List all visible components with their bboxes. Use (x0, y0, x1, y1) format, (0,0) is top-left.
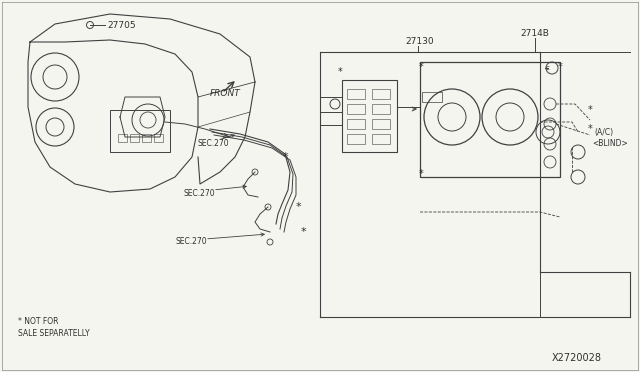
Text: c: c (546, 65, 550, 71)
Bar (347, 104, 365, 114)
Text: *: * (338, 67, 342, 77)
Bar (154, 134, 163, 142)
Bar (372, 104, 390, 114)
Text: *: * (588, 105, 593, 115)
Text: 27705: 27705 (107, 20, 136, 29)
Bar (420, 62, 560, 177)
Text: *: * (419, 169, 424, 179)
Bar (372, 134, 390, 144)
Text: *: * (282, 152, 288, 162)
Text: <BLIND>: <BLIND> (592, 138, 628, 148)
Bar (347, 134, 365, 144)
Text: *: * (300, 227, 306, 237)
Text: X2720028: X2720028 (552, 353, 602, 363)
Bar (142, 134, 151, 142)
Text: 2714B: 2714B (520, 29, 549, 38)
Bar (342, 80, 397, 152)
Text: *: * (557, 62, 563, 72)
Bar (422, 92, 442, 102)
Bar (372, 119, 390, 129)
Text: SEC.270: SEC.270 (175, 237, 207, 247)
Text: *: * (588, 124, 593, 134)
Text: 27130: 27130 (405, 38, 434, 46)
Text: FRONT: FRONT (210, 90, 241, 99)
Bar (118, 134, 127, 142)
Bar (130, 134, 139, 142)
Bar (372, 89, 390, 99)
Text: *: * (295, 202, 301, 212)
Text: *: * (419, 62, 424, 72)
Text: SEC.270: SEC.270 (183, 189, 214, 199)
Bar (347, 89, 365, 99)
Bar (347, 119, 365, 129)
Text: SEC.270: SEC.270 (197, 140, 228, 148)
Text: SALE SEPARATELLY: SALE SEPARATELLY (18, 330, 90, 339)
Text: (A/C): (A/C) (594, 128, 613, 137)
Bar (110, 110, 170, 152)
Text: * NOT FOR: * NOT FOR (18, 317, 58, 327)
